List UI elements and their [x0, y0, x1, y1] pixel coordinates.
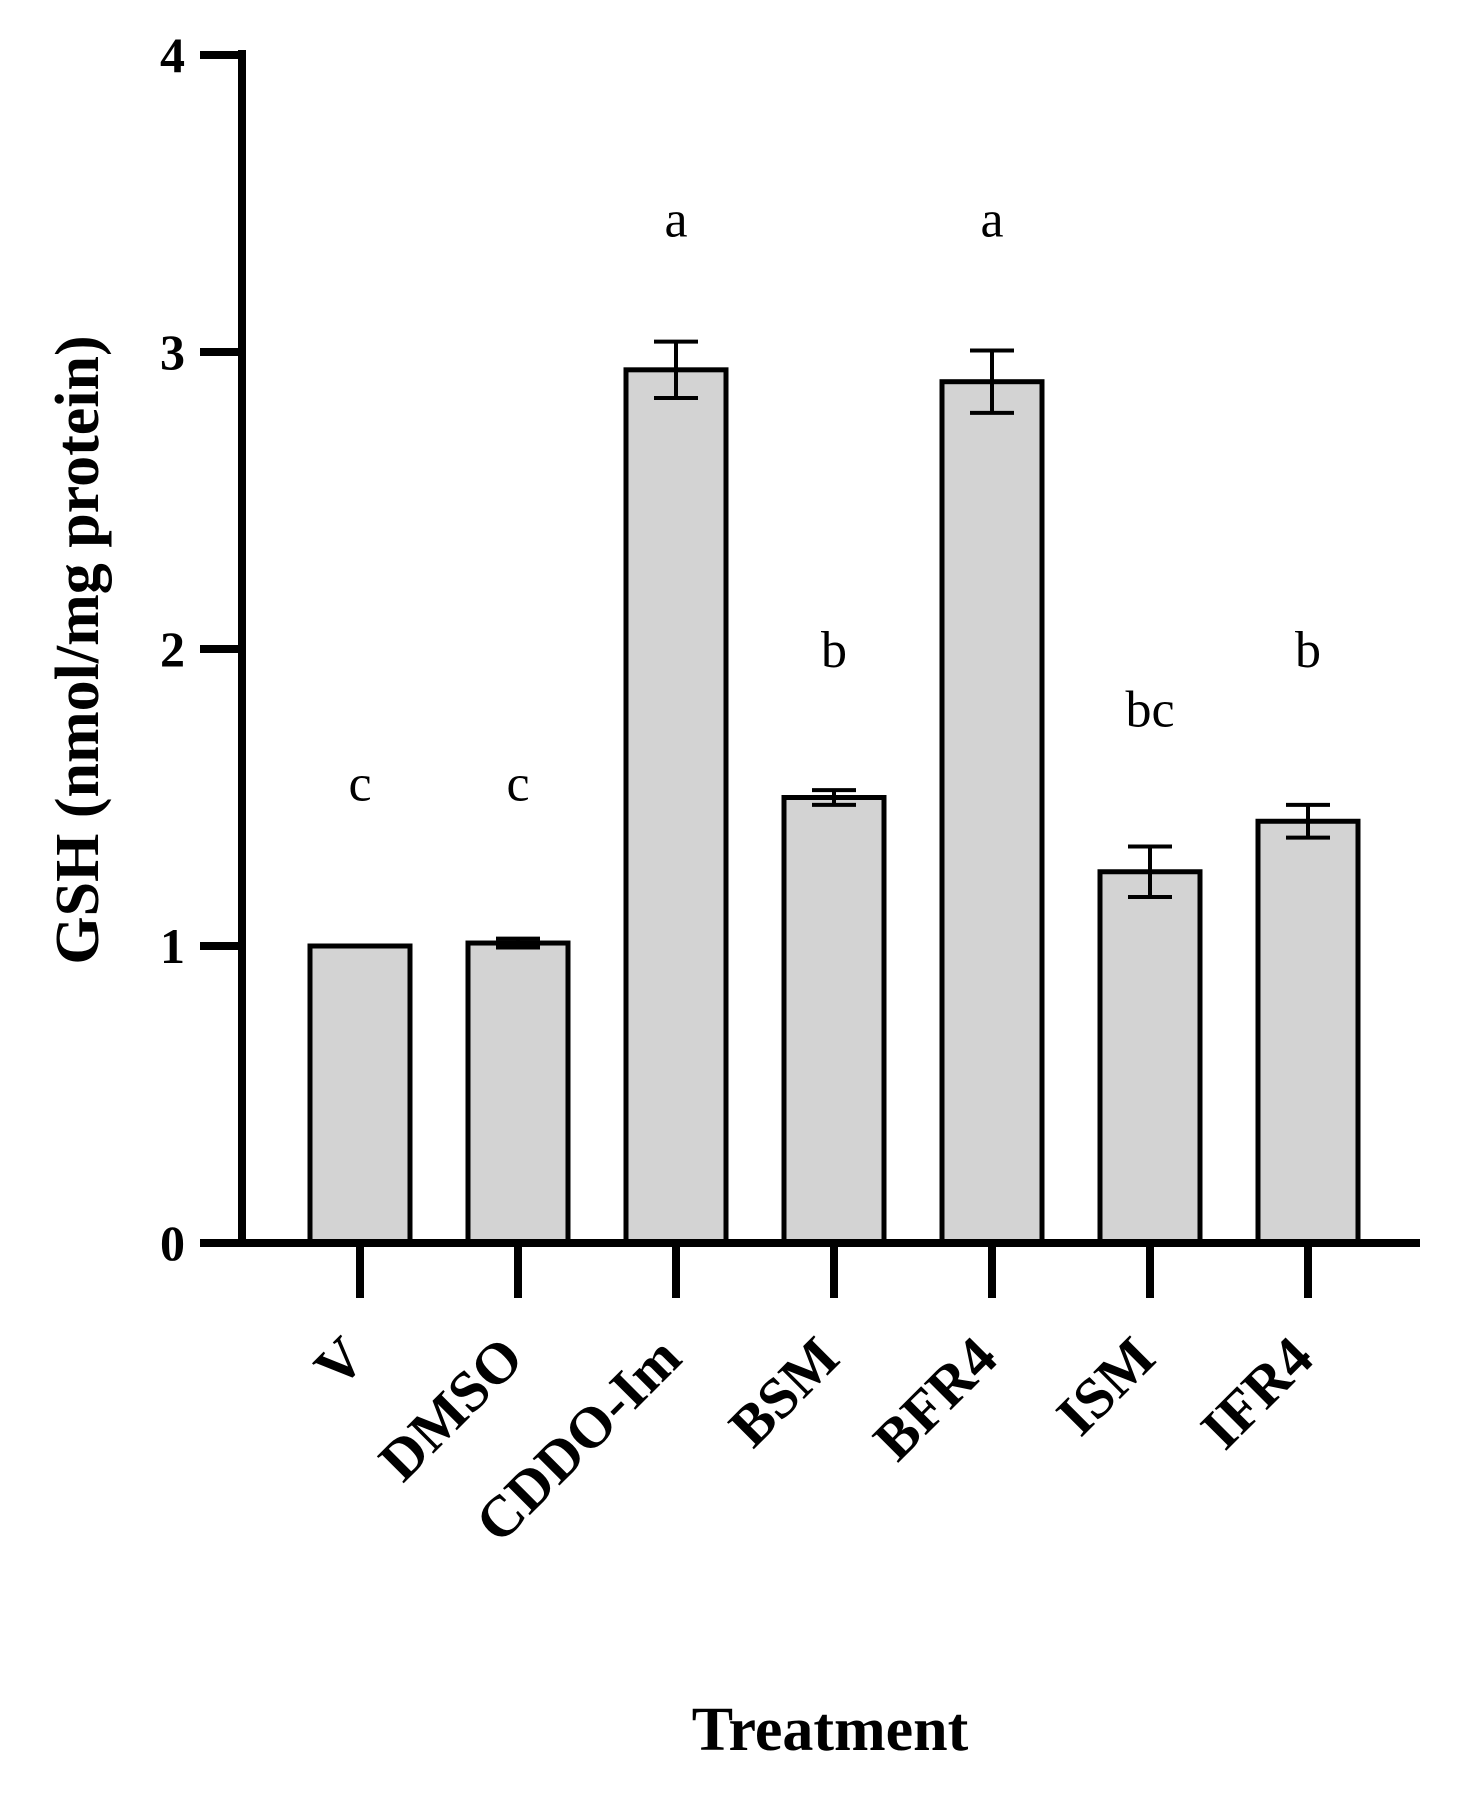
x-tick-label-ifr4: IFR4: [1188, 1324, 1325, 1461]
significance-label-ifr4: b: [1295, 622, 1321, 679]
x-tick-label-bfr4: BFR4: [861, 1324, 1009, 1472]
significance-label-ism: bc: [1125, 681, 1174, 738]
bar-ism: [1097, 869, 1203, 1246]
y-tick-label-0: 0: [160, 1215, 185, 1271]
error-bar-cddo-im: [654, 339, 698, 401]
significance-labels: c c a b a bc b: [348, 191, 1321, 812]
bar-dmso: [465, 940, 571, 1246]
bar-bfr4: [939, 379, 1045, 1246]
x-tick-label-ism: ISM: [1044, 1324, 1167, 1447]
significance-label-cddo-im: a: [664, 191, 687, 248]
y-tick-label-3: 3: [160, 324, 185, 380]
significance-label-dmso: c: [506, 756, 529, 813]
significance-label-bsm: b: [821, 622, 847, 679]
error-bar-bfr4: [970, 348, 1014, 415]
y-tick-label-4: 4: [160, 27, 185, 83]
error-bar-dmso: [496, 936, 540, 950]
error-bars: [496, 339, 1330, 950]
significance-label-bfr4: a: [980, 191, 1003, 248]
significance-label-v: c: [348, 756, 371, 813]
bar-cddo-im: [623, 367, 729, 1246]
bar-bsm: [781, 795, 887, 1246]
y-tick-label-2: 2: [160, 621, 185, 677]
y-axis-title: GSH (nmol/mg protein): [44, 335, 112, 964]
y-tick-label-1: 1: [160, 918, 185, 974]
error-bar-bsm: [812, 788, 856, 807]
error-bar-ism: [1128, 844, 1172, 899]
error-bar-ifr4: [1286, 802, 1330, 840]
x-axis-title: Treatment: [692, 1696, 969, 1764]
bar-ifr4: [1255, 818, 1361, 1246]
bar-v: [307, 943, 413, 1246]
y-ticks: 0 1 2 3 4: [160, 27, 242, 1271]
x-tick-label-bsm: BSM: [716, 1324, 851, 1459]
x-tick-label-v: V: [302, 1324, 378, 1400]
x-ticks: [356, 1243, 1312, 1298]
